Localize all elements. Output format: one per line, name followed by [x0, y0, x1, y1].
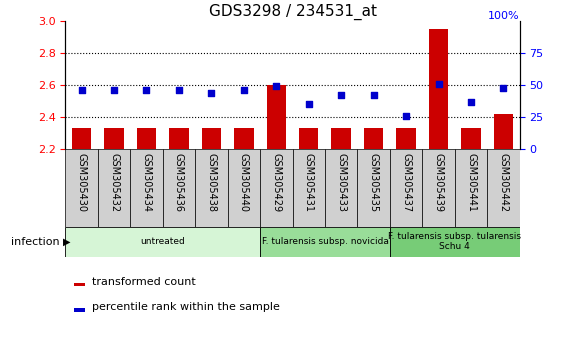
Point: [142, 87, 151, 93]
Point: [369, 92, 378, 98]
Text: GSM305441: GSM305441: [466, 153, 476, 212]
Text: GSM305439: GSM305439: [433, 153, 444, 212]
Bar: [390, 149, 423, 227]
Bar: [98, 149, 130, 227]
Bar: [72, 128, 91, 149]
Bar: [65, 149, 98, 227]
Point: [239, 87, 248, 93]
Bar: [65, 227, 260, 257]
Text: GSM305433: GSM305433: [336, 153, 346, 212]
Text: GSM305438: GSM305438: [206, 153, 216, 212]
Point: [77, 87, 86, 93]
Bar: [487, 149, 520, 227]
Point: [402, 113, 411, 118]
Point: [174, 87, 183, 93]
Bar: [357, 149, 390, 227]
Text: F. tularensis subsp. tularensis
Schu 4: F. tularensis subsp. tularensis Schu 4: [389, 232, 521, 251]
Point: [499, 85, 508, 90]
Text: ▶: ▶: [62, 236, 70, 247]
Text: untreated: untreated: [140, 237, 185, 246]
Point: [207, 90, 216, 96]
Bar: [293, 149, 325, 227]
Text: GSM305442: GSM305442: [499, 153, 508, 212]
Bar: [299, 128, 319, 149]
Text: GSM305432: GSM305432: [109, 153, 119, 212]
Text: GSM305429: GSM305429: [272, 153, 281, 212]
Bar: [396, 128, 416, 149]
Bar: [325, 149, 357, 227]
Point: [110, 87, 119, 93]
Text: infection: infection: [11, 236, 60, 247]
Point: [272, 84, 281, 89]
Point: [337, 92, 346, 98]
Text: GSM305436: GSM305436: [174, 153, 184, 212]
Bar: [429, 29, 448, 149]
Title: GDS3298 / 234531_at: GDS3298 / 234531_at: [208, 4, 377, 20]
Text: GSM305431: GSM305431: [304, 153, 314, 212]
Text: percentile rank within the sample: percentile rank within the sample: [92, 302, 280, 312]
Bar: [162, 149, 195, 227]
Text: transformed count: transformed count: [92, 277, 196, 287]
Bar: [74, 283, 85, 286]
Bar: [195, 149, 228, 227]
Bar: [332, 128, 351, 149]
Bar: [390, 227, 520, 257]
Bar: [74, 308, 85, 312]
Text: GSM305437: GSM305437: [401, 153, 411, 212]
Point: [434, 81, 443, 86]
Text: GSM305434: GSM305434: [141, 153, 152, 212]
Bar: [455, 149, 487, 227]
Bar: [364, 128, 383, 149]
Text: GSM305430: GSM305430: [77, 153, 86, 212]
Bar: [494, 114, 513, 149]
Bar: [461, 128, 481, 149]
Bar: [423, 149, 455, 227]
Bar: [260, 149, 293, 227]
Bar: [228, 149, 260, 227]
Bar: [169, 128, 189, 149]
Bar: [130, 149, 162, 227]
Bar: [105, 128, 124, 149]
Bar: [137, 128, 156, 149]
Point: [304, 101, 314, 107]
Bar: [202, 128, 221, 149]
Bar: [266, 85, 286, 149]
Text: F. tularensis subsp. novicida: F. tularensis subsp. novicida: [261, 237, 389, 246]
Point: [466, 99, 475, 104]
Bar: [234, 128, 253, 149]
Text: 100%: 100%: [488, 11, 520, 21]
Text: GSM305435: GSM305435: [369, 153, 379, 212]
Text: GSM305440: GSM305440: [239, 153, 249, 212]
Bar: [260, 227, 390, 257]
